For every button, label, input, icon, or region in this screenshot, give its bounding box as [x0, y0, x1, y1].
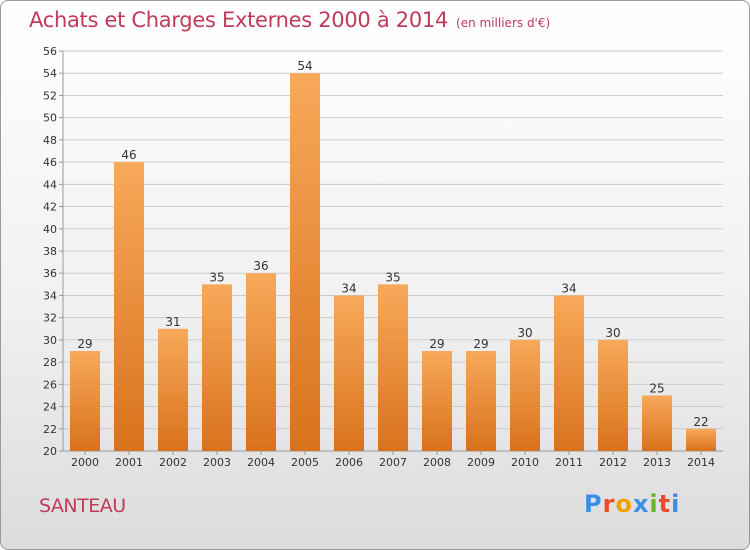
logo-letter: i — [649, 490, 659, 518]
y-tick-label: 54 — [43, 67, 57, 80]
data-label-2013: 25 — [649, 381, 664, 395]
y-tick-label: 28 — [43, 356, 57, 369]
data-label-2001: 46 — [121, 148, 136, 162]
y-tick-label: 20 — [43, 445, 57, 458]
data-label-2011: 34 — [561, 281, 576, 295]
y-tick-label: 46 — [43, 156, 57, 169]
logo-letter: t — [658, 490, 672, 518]
bar-2014 — [686, 428, 716, 451]
bar-2006 — [334, 295, 364, 451]
y-tick-label: 50 — [43, 112, 57, 125]
y-tick-label: 56 — [43, 45, 57, 58]
y-tick-label: 26 — [43, 378, 57, 391]
data-label-2006: 34 — [341, 281, 356, 295]
proxiti-logo[interactable]: Proxiti — [584, 490, 680, 518]
x-tick-label-2000: 2000 — [71, 456, 99, 469]
y-tick-label: 32 — [43, 312, 57, 325]
bar-2001 — [114, 162, 144, 451]
commune-name: SANTEAU — [39, 495, 126, 517]
x-tick-label-2009: 2009 — [467, 456, 495, 469]
bar-2007 — [378, 284, 408, 451]
y-tick-label: 38 — [43, 245, 57, 258]
logo-letter: o — [615, 490, 633, 518]
x-tick-label-2008: 2008 — [423, 456, 451, 469]
bar-2000 — [70, 351, 100, 451]
y-tick-label: 22 — [43, 423, 57, 436]
x-tick-label-2003: 2003 — [203, 456, 231, 469]
y-tick-label: 44 — [43, 178, 57, 191]
bar-2003 — [202, 284, 232, 451]
x-tick-label-2013: 2013 — [643, 456, 671, 469]
y-tick-label: 52 — [43, 89, 57, 102]
y-tick-label: 42 — [43, 201, 57, 214]
data-label-2007: 35 — [385, 270, 400, 284]
logo-letter: x — [632, 490, 650, 518]
bar-2005 — [290, 73, 320, 451]
x-tick-label-2001: 2001 — [115, 456, 143, 469]
data-label-2000: 29 — [77, 337, 92, 351]
bar-2013 — [642, 395, 672, 451]
data-label-2014: 22 — [693, 415, 708, 429]
bar-2012 — [598, 339, 628, 451]
y-tick-label: 24 — [43, 401, 57, 414]
x-tick-label-2012: 2012 — [599, 456, 627, 469]
data-label-2010: 30 — [517, 326, 532, 340]
x-tick-label-2011: 2011 — [555, 456, 583, 469]
data-label-2002: 31 — [165, 315, 180, 329]
logo-letter: r — [602, 490, 616, 518]
data-label-2004: 36 — [253, 259, 268, 273]
data-label-2009: 29 — [473, 337, 488, 351]
x-tick-label-2010: 2010 — [511, 456, 539, 469]
y-tick-label: 48 — [43, 134, 57, 147]
data-label-2003: 35 — [209, 270, 224, 284]
x-tick-label-2005: 2005 — [291, 456, 319, 469]
bar-2010 — [510, 339, 540, 451]
logo-letter: i — [671, 490, 681, 518]
bar-2004 — [246, 273, 276, 451]
bar-2002 — [158, 328, 188, 451]
y-tick-label: 34 — [43, 289, 57, 302]
title-block: Achats et Charges Externes 2000 à 2014 (e… — [29, 8, 550, 32]
x-tick-label-2007: 2007 — [379, 456, 407, 469]
x-tick-label-2004: 2004 — [247, 456, 275, 469]
bar-2009 — [466, 351, 496, 451]
chart-title: Achats et Charges Externes 2000 à 2014 — [29, 8, 449, 32]
chart-subtitle: (en milliers d'€) — [456, 16, 551, 30]
data-label-2012: 30 — [605, 326, 620, 340]
y-tick-label: 40 — [43, 223, 57, 236]
x-tick-label-2006: 2006 — [335, 456, 363, 469]
bar-2008 — [422, 351, 452, 451]
data-label-2005: 54 — [297, 59, 312, 73]
y-tick-label: 36 — [43, 267, 57, 280]
x-tick-label-2014: 2014 — [687, 456, 715, 469]
y-tick-label: 30 — [43, 334, 57, 347]
bar-2011 — [554, 295, 584, 451]
logo-letter: P — [584, 490, 603, 518]
x-tick-label-2002: 2002 — [159, 456, 187, 469]
data-label-2008: 29 — [429, 337, 444, 351]
